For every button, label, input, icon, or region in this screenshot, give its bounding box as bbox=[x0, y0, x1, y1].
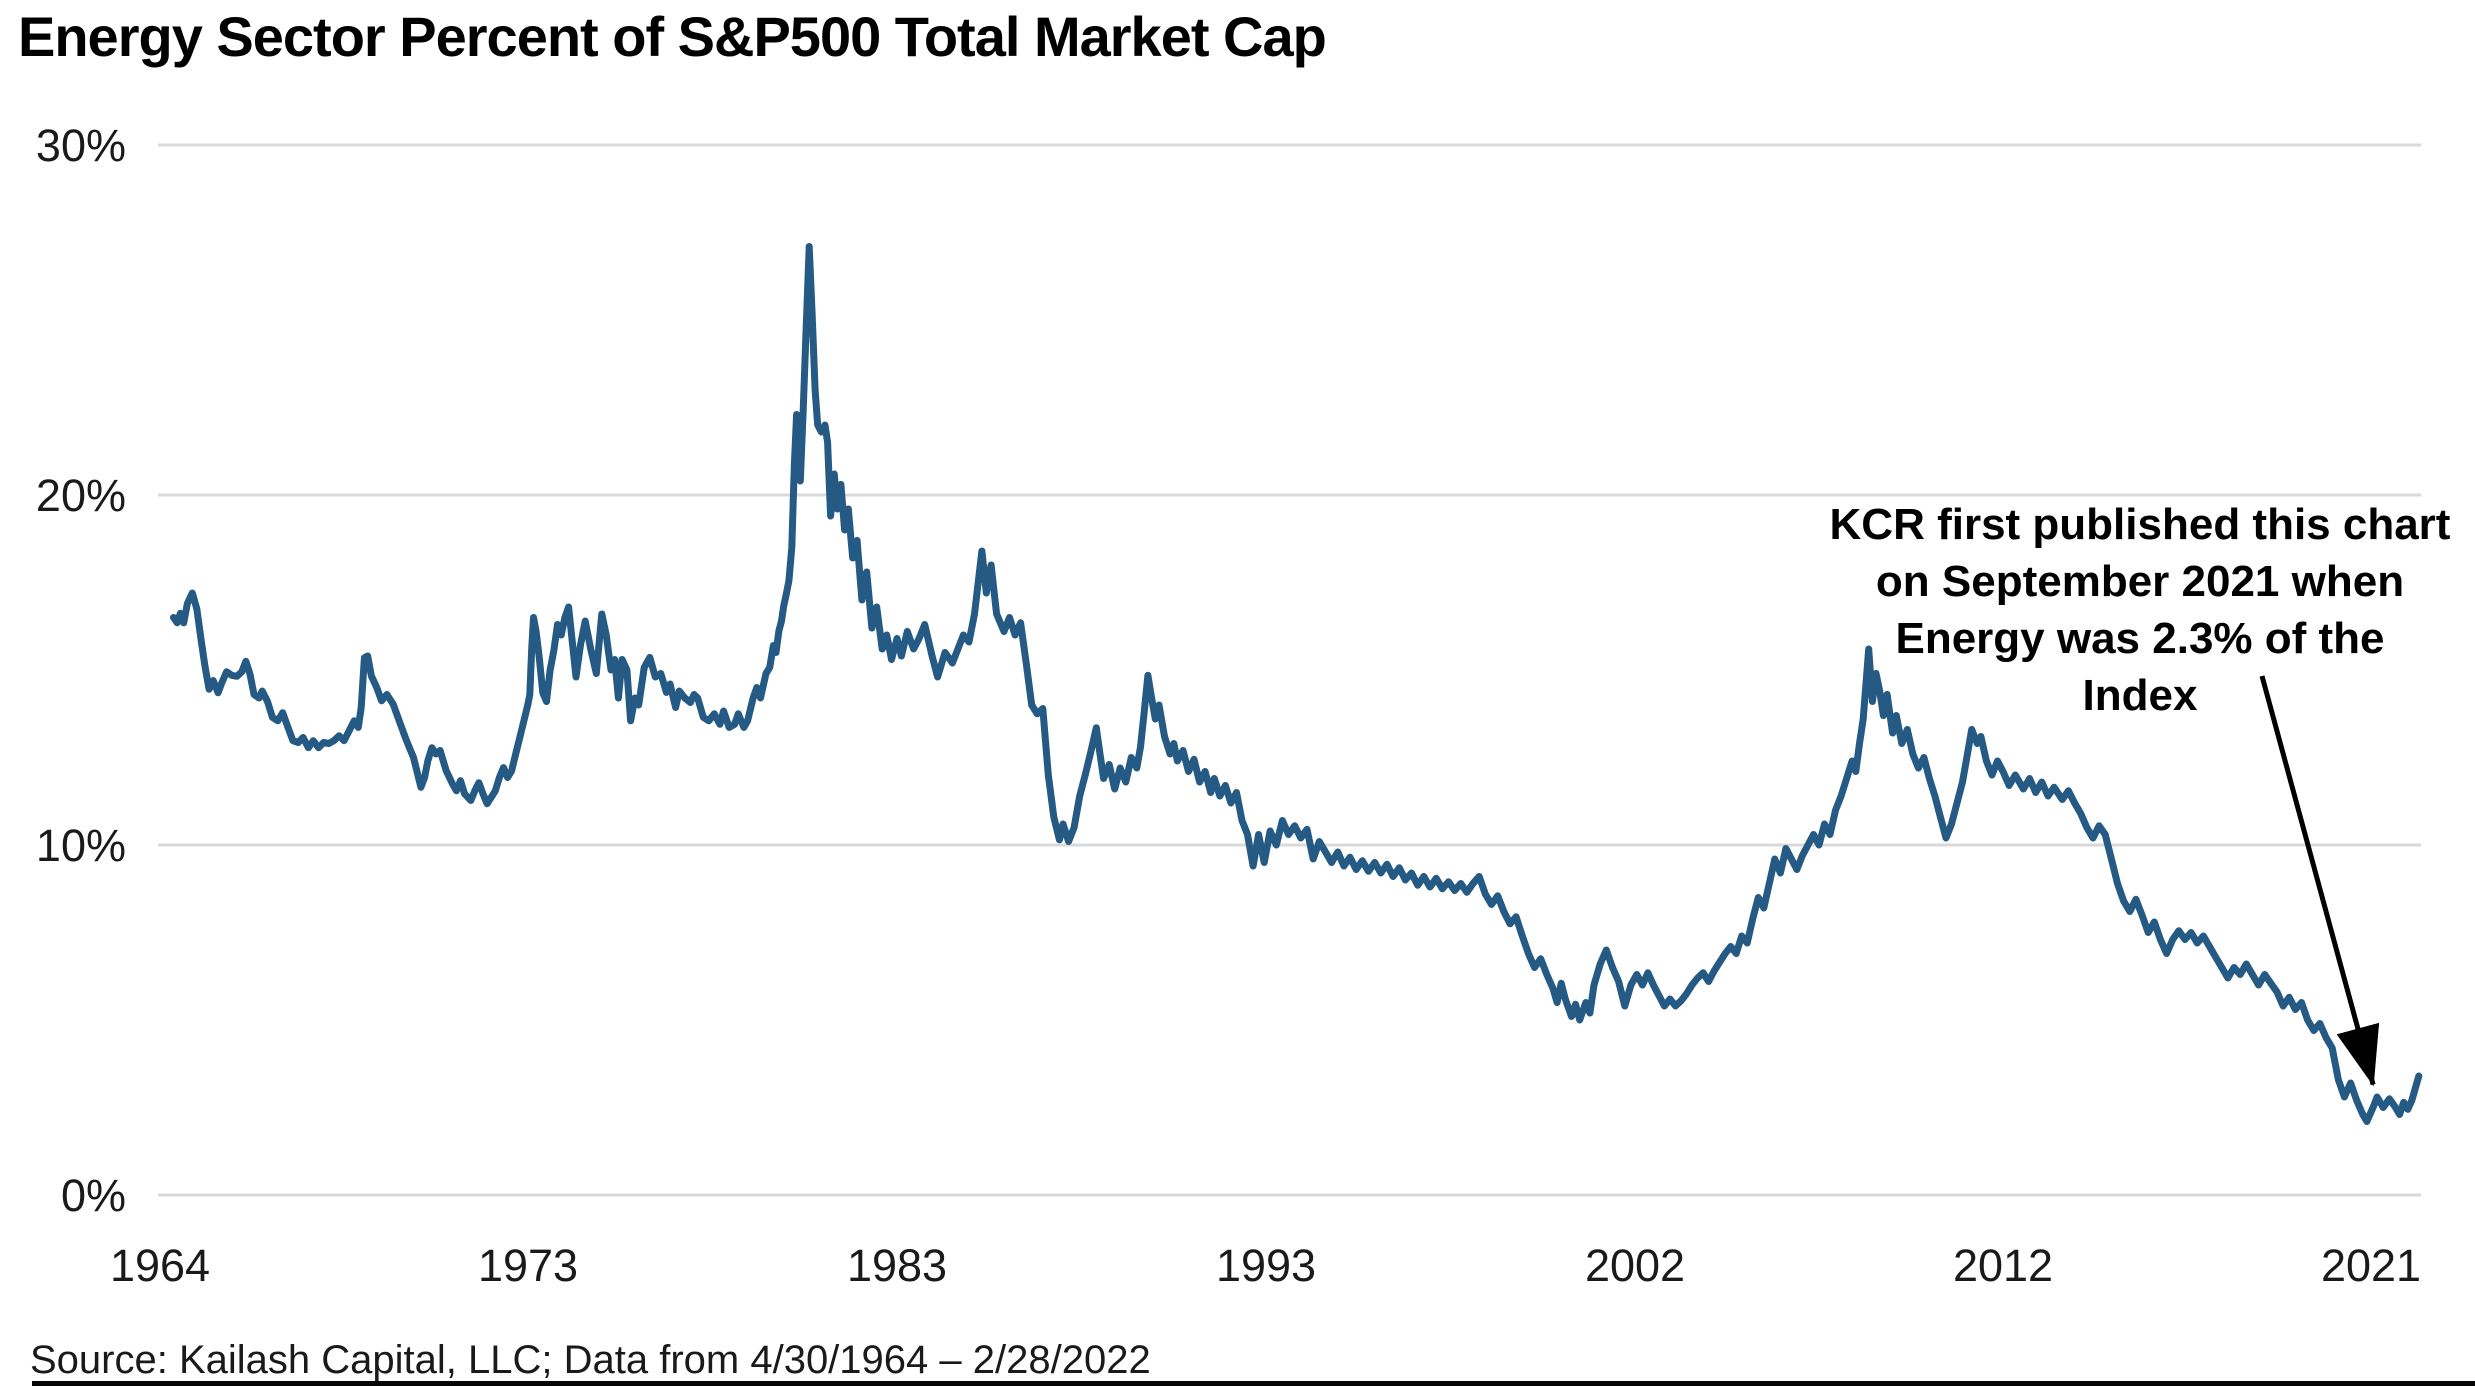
chart-title: Energy Sector Percent of S&P500 Total Ma… bbox=[18, 5, 1327, 68]
annotation-callout: KCR first published this chart on Septem… bbox=[1810, 496, 2470, 724]
energy-series-line bbox=[170, 243, 2423, 1125]
bottom-border-line bbox=[32, 1381, 2475, 1386]
y-tick-label: 30% bbox=[36, 120, 126, 171]
annotation-line: Energy was 2.3% of the bbox=[1895, 614, 2385, 663]
source-note: Source: Kailash Capital, LLC; Data from … bbox=[30, 1338, 1151, 1382]
x-tick-label: 1973 bbox=[478, 1240, 578, 1291]
y-tick-label: 20% bbox=[36, 470, 126, 521]
annotation-line: on September 2021 when bbox=[1875, 557, 2405, 606]
annotation-line: Index bbox=[2082, 671, 2198, 720]
x-tick-label: 2012 bbox=[1953, 1240, 2053, 1291]
x-tick-label: 1993 bbox=[1216, 1240, 1316, 1291]
series-group bbox=[170, 243, 2423, 1125]
x-tick-label: 1964 bbox=[110, 1240, 210, 1291]
gridlines-group bbox=[158, 143, 2421, 1197]
annotation-arrow bbox=[2259, 675, 2380, 1087]
y-tick-label: 10% bbox=[36, 820, 126, 871]
x-tick-label: 2021 bbox=[2321, 1240, 2421, 1291]
x-tick-label: 1983 bbox=[847, 1240, 947, 1291]
annotation-line: KCR first published this chart bbox=[1829, 500, 2451, 549]
axis-labels-group: 30% 20% 10% 0% 1964 1973 1983 1993 2002 2012 2021 bbox=[36, 120, 2421, 1291]
x-tick-label: 2002 bbox=[1585, 1240, 1685, 1291]
annotation-arrow-group bbox=[2259, 675, 2380, 1087]
y-tick-label: 0% bbox=[61, 1170, 126, 1221]
